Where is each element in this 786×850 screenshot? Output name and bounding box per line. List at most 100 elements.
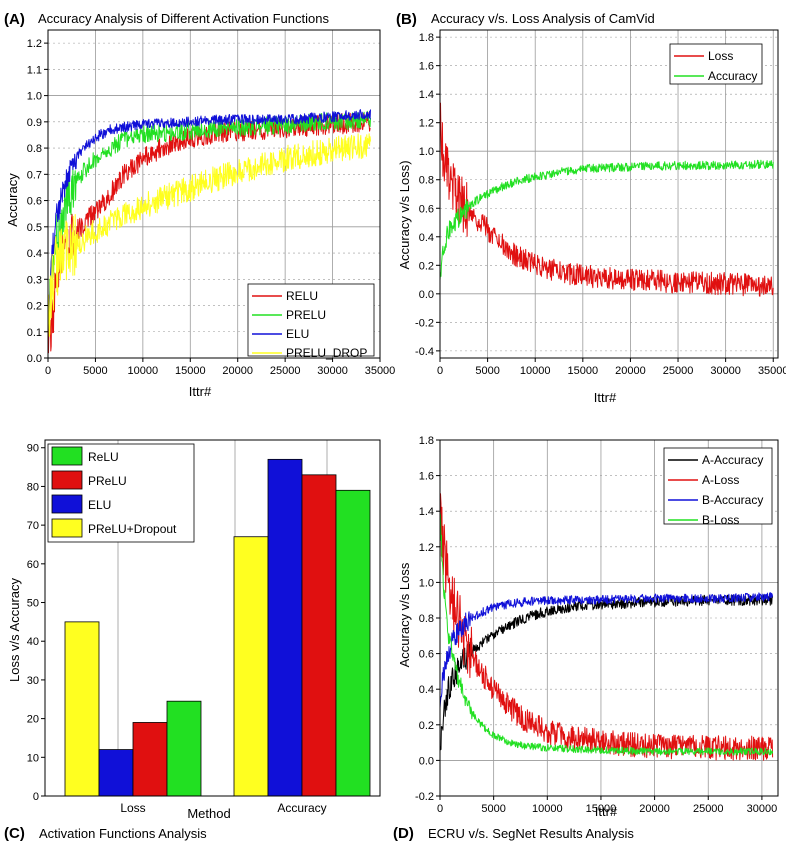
- panel-a-xtick-label: 30000: [317, 365, 348, 377]
- panel-d-xtick-label: 25000: [693, 803, 724, 815]
- panel-a-ytick-label: 1.1: [27, 64, 42, 76]
- panel-c-bar-loss-relu: [166, 700, 202, 797]
- panel-b-ytick-label: 0.8: [419, 175, 434, 187]
- panel-a-ytick-label: 1.0: [27, 91, 42, 103]
- panel-c-legend-swatch-prelu: [51, 470, 83, 490]
- panel-d-ytick-label: 0.0: [419, 755, 434, 767]
- panel-c-ytick-label: 60: [27, 559, 39, 571]
- panel-b-legend-label-loss: Loss: [708, 49, 733, 63]
- panel-b-ytick-label: 1.0: [419, 146, 434, 158]
- panel-a-legend-label-prelu: PRELU: [286, 308, 326, 322]
- panel-b-xtick-label: 25000: [663, 365, 694, 377]
- panel-a-legend-label-prelu-drop: PRELU_DROP: [286, 346, 367, 360]
- panel-c-ytick-label: 0: [33, 791, 39, 803]
- panel-b-xlabel: Ittr#: [594, 390, 617, 405]
- panel-a-xtick-label: 15000: [175, 365, 206, 377]
- panel-a-plot-border: [47, 29, 381, 359]
- panel-b-legend-label-accuracy: Accuracy: [708, 69, 757, 83]
- panel-b-ytick-label: 0.6: [419, 203, 434, 215]
- panel-c-bar-accuracy-prelu-dropout: [233, 536, 269, 797]
- panel-d-legend-label-b-loss: B-Loss: [702, 513, 739, 527]
- panel-a-ytick-label: 0.1: [27, 327, 42, 339]
- panel-a-series-elu: [47, 109, 371, 334]
- panel-b-legend-box: [669, 43, 763, 85]
- panel-d-ytick-label: 1.4: [419, 506, 434, 518]
- panel-c-legend-swatch-relu: [51, 446, 83, 466]
- panel-d-ytick-label: 0.4: [419, 684, 434, 696]
- panel-a-xtick-label: 35000: [365, 365, 396, 377]
- panel-c-bar-loss-elu: [98, 749, 134, 797]
- panel-b-xtick-label: 20000: [615, 365, 646, 377]
- panel-a-xtick-label: 20000: [222, 365, 253, 377]
- panel-d-xtick-label: 20000: [639, 803, 670, 815]
- panel-c-ytick-label: 30: [27, 675, 39, 687]
- panel-d-ytick-label: 1.2: [419, 542, 434, 554]
- panel-b-ytick-label: 0.0: [419, 289, 434, 301]
- panel-a-ytick-label: 1.2: [27, 38, 42, 50]
- panel-d-series-b-loss: [439, 512, 774, 756]
- panel-d-legend-label-a-loss: A-Loss: [702, 473, 739, 487]
- panel-a-ytick-label: 0.7: [27, 169, 42, 181]
- panel-b-xtick-label: 35000: [758, 365, 786, 377]
- panel-d-series-b-accuracy: [439, 592, 774, 708]
- panel-a-ytick-label: 0.4: [27, 248, 42, 260]
- panel-b-ytick-label: 1.2: [419, 118, 434, 130]
- panel-c-legend-swatch-prelu-dropout: [51, 518, 83, 538]
- panel-a-ytick-label: 0.9: [27, 117, 42, 129]
- panel-a-chart: (A) Accuracy Analysis of Different Activ…: [4, 11, 395, 399]
- panel-c-ytick-label: 70: [27, 520, 39, 532]
- panel-c-bar-accuracy-prelu: [301, 474, 337, 797]
- panel-b-ytick-label: 0.2: [419, 260, 434, 272]
- panel-b-series-accuracy: [439, 159, 774, 281]
- panel-c-category-label-accuracy: Accuracy: [277, 801, 326, 815]
- panel-c-bar-accuracy-elu: [267, 458, 303, 797]
- panel-d-ytick-label: -0.2: [415, 791, 434, 803]
- panel-a-xtick-label: 10000: [128, 365, 159, 377]
- panel-d-xtick-label: 10000: [532, 803, 563, 815]
- panel-a-title: Accuracy Analysis of Different Activatio…: [38, 11, 329, 26]
- panel-c-xlabel: Method: [187, 806, 230, 821]
- panel-c-ytick-label: 90: [27, 443, 39, 455]
- panel-a-ytick-label: 0.3: [27, 274, 42, 286]
- panel-b-ytick-label: 0.4: [419, 232, 434, 244]
- panel-b-title: Accuracy v/s. Loss Analysis of CamVid: [431, 11, 655, 26]
- panel-b-ylabel: Accuracy v/s Loss): [397, 160, 412, 269]
- panel-b-ytick-label: -0.4: [415, 346, 434, 358]
- panel-d-ylabel: Accuracy v/s Loss: [397, 562, 412, 667]
- panel-d-ytick-label: 0.6: [419, 649, 434, 661]
- panel-c-ytick-label: 20: [27, 714, 39, 726]
- panel-a-tag: (A): [4, 11, 25, 28]
- panel-d-title: ECRU v/s. SegNet Results Analysis: [428, 826, 634, 841]
- panel-c-plot-border: [44, 439, 381, 797]
- panel-c-chart: (C) Activation Functions Analysis Method…: [4, 439, 381, 842]
- panel-a-xtick-label: 0: [45, 365, 51, 377]
- panel-c-legend-label-elu: ELU: [88, 498, 111, 512]
- panel-a-xlabel: Ittr#: [189, 384, 212, 399]
- panel-d-legend-label-a-accuracy: A-Accuracy: [702, 453, 763, 467]
- panel-d-ytick-label: 0.2: [419, 720, 434, 732]
- panel-b-xtick-label: 30000: [710, 365, 741, 377]
- panel-d-chart: (D) ECRU v/s. SegNet Results Analysis It…: [393, 435, 779, 842]
- panel-d-tag: (D): [393, 825, 414, 842]
- panel-c-ytick-label: 10: [27, 752, 39, 764]
- panel-b-series-loss: [439, 102, 774, 297]
- panel-b-ytick-label: 1.6: [419, 61, 434, 73]
- panel-a-legend-label-elu: ELU: [286, 327, 309, 341]
- panel-c-ytick-label: 80: [27, 481, 39, 493]
- panel-d-xtick-label: 0: [437, 803, 443, 815]
- panel-b-xtick-label: 0: [437, 365, 443, 377]
- panel-a-xtick-label: 25000: [270, 365, 301, 377]
- panel-d-xtick-label: 15000: [586, 803, 617, 815]
- panel-c-ytick-label: 40: [27, 636, 39, 648]
- panel-c-bar-loss-prelu-dropout: [64, 621, 100, 797]
- panel-a-ytick-label: 0.8: [27, 143, 42, 155]
- panel-b-xtick-label: 15000: [568, 365, 599, 377]
- panel-b-ytick-label: 1.4: [419, 89, 434, 101]
- panel-d-ytick-label: 0.8: [419, 613, 434, 625]
- panel-d-xtick-label: 5000: [481, 803, 505, 815]
- panel-d-ytick-label: 1.6: [419, 471, 434, 483]
- panel-c-ytick-label: 50: [27, 598, 39, 610]
- panel-c-legend-label-prelu: PReLU: [88, 474, 127, 488]
- panel-a-ytick-label: 0.6: [27, 196, 42, 208]
